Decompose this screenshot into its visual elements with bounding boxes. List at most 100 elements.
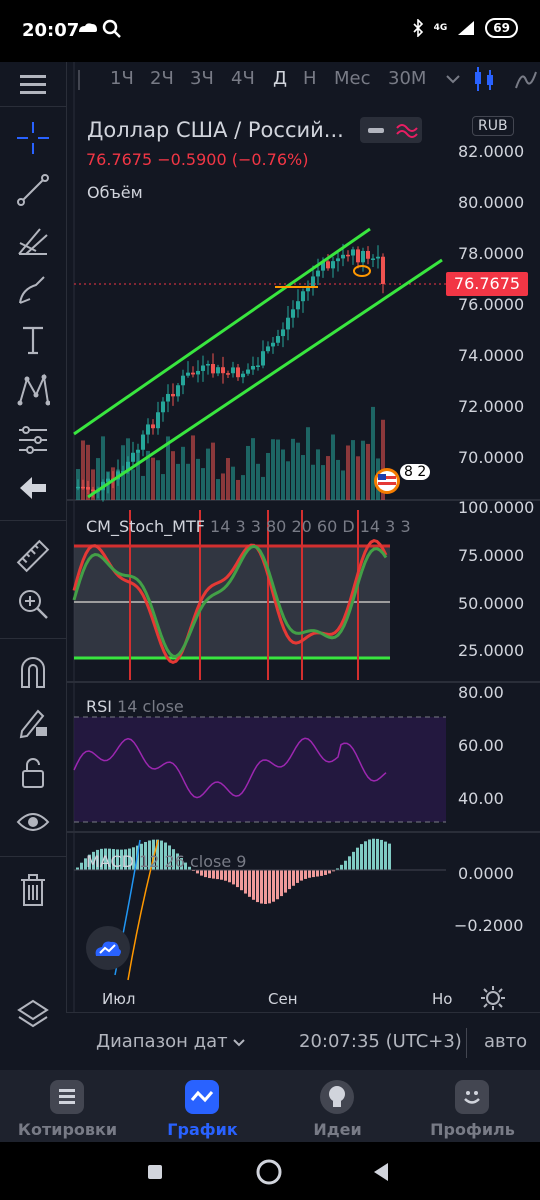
macd-bar [128, 848, 131, 870]
nav-ideas[interactable]: Идеи [270, 1070, 405, 1142]
menu-icon[interactable] [13, 64, 53, 104]
macd-bar [216, 870, 219, 880]
volume-bar [241, 475, 245, 500]
magnet-icon[interactable] [13, 652, 53, 692]
candle [341, 254, 345, 259]
candle [346, 254, 350, 257]
macd-bar [372, 838, 375, 870]
date-range-button[interactable]: Диапазон дат [96, 1031, 246, 1052]
macd-bar [276, 870, 279, 900]
back-arrow-icon[interactable] [13, 468, 53, 508]
candle [361, 250, 365, 263]
currency-badge[interactable]: RUB [472, 116, 514, 136]
crosshair-icon[interactable] [13, 118, 53, 158]
events-badge[interactable]: 8 2 [372, 464, 432, 496]
home-icon[interactable] [255, 1158, 283, 1186]
timeframe-1h[interactable]: 1Ч [110, 68, 134, 89]
clock[interactable]: 20:07:35 (UTC+3) [299, 1031, 462, 1052]
indicator-icon[interactable] [514, 68, 538, 92]
symbol-title[interactable]: Доллар США / Россий... [87, 118, 344, 142]
macd-bar [236, 870, 239, 888]
stoch-tick: 50.0000 [458, 594, 525, 613]
macd-bar [156, 839, 159, 870]
chart-canvas[interactable] [0, 62, 540, 1070]
ideas-fab[interactable] [86, 926, 130, 970]
unlock-icon[interactable] [13, 752, 53, 792]
zoom-in-icon[interactable] [13, 584, 53, 624]
pattern-icon[interactable] [13, 370, 53, 410]
timeframe-week[interactable]: Н [303, 68, 317, 89]
battery-level: 69 [485, 18, 518, 38]
volume-bar [336, 459, 340, 500]
eye-icon[interactable] [13, 802, 53, 842]
macd-bar [328, 870, 331, 874]
volume-bar [346, 445, 350, 500]
chevron-down-icon[interactable] [446, 74, 460, 84]
trendline-icon[interactable] [13, 170, 53, 210]
volume-bar [116, 469, 120, 500]
timeframe-4h[interactable]: 4Ч [231, 68, 255, 89]
nav-quotes[interactable]: Котировки [0, 1070, 135, 1142]
macd-bar [212, 870, 215, 879]
volume-bar [321, 465, 325, 500]
candle [246, 369, 250, 374]
brush-icon[interactable] [13, 270, 53, 310]
text-tool-icon[interactable] [13, 320, 53, 360]
nav-chart[interactable]: График [135, 1070, 270, 1142]
pitchfork-icon[interactable] [13, 220, 53, 260]
volume-bar [261, 476, 265, 500]
volume-bar [351, 440, 355, 500]
macd-bar [144, 841, 147, 870]
macd-bar [332, 870, 335, 872]
time-label: Июл [102, 990, 136, 1008]
macd-bar [132, 847, 135, 870]
auto-scale-button[interactable]: авто [484, 1031, 528, 1052]
macd-bar [340, 864, 343, 870]
volume-bar [366, 443, 370, 500]
candle [351, 249, 355, 256]
ruler-icon[interactable] [13, 536, 53, 576]
macd-bar [296, 870, 299, 883]
prediction-icon[interactable] [13, 420, 53, 460]
timeframe-month[interactable]: Мес [334, 68, 371, 89]
macd-bar [164, 842, 167, 870]
list-icon [50, 1080, 84, 1114]
minus-icon[interactable] [366, 123, 386, 137]
candle [241, 373, 245, 378]
volume-bar [326, 456, 330, 500]
volume-bar [221, 473, 225, 500]
macd-bar [224, 870, 227, 881]
timeframe-30m[interactable]: 30М [388, 68, 427, 89]
trash-icon[interactable] [13, 870, 53, 910]
candle [151, 424, 155, 429]
back-icon[interactable] [372, 1162, 390, 1182]
wave-icon[interactable] [396, 122, 418, 138]
nav-profile[interactable]: Профиль [405, 1070, 540, 1142]
volume-bar [256, 463, 260, 500]
macd-bar [240, 870, 243, 891]
volume-bar [276, 439, 280, 500]
timeframe-2h[interactable]: 2Ч [150, 68, 174, 89]
channel-lower [87, 258, 443, 499]
lock-pencil-icon[interactable] [13, 702, 53, 742]
macd-signal [127, 839, 159, 981]
layers-icon[interactable] [13, 994, 53, 1034]
macd-bar [260, 870, 263, 904]
recents-icon[interactable] [147, 1164, 163, 1180]
timeframe-day[interactable]: Д [273, 68, 288, 89]
candle [186, 372, 190, 376]
timeframe-3h[interactable]: 3Ч [190, 68, 214, 89]
nav-label: Профиль [430, 1120, 515, 1139]
stoch-label: CM_Stoch_MTF 14 3 3 80 20 60 D 14 3 3 [86, 517, 411, 536]
bulb-icon [320, 1080, 354, 1114]
volume-bar [146, 450, 150, 500]
volume-label: Объём [87, 183, 143, 202]
macd-bar [76, 867, 79, 870]
candles-icon[interactable] [472, 66, 500, 92]
settings-sun-icon[interactable] [481, 986, 505, 1010]
candle [326, 261, 330, 269]
macd-label: MACD 12 26 close 9 [86, 852, 247, 871]
candle [201, 365, 205, 371]
stoch-d-line [72, 544, 388, 658]
candle [336, 258, 340, 262]
